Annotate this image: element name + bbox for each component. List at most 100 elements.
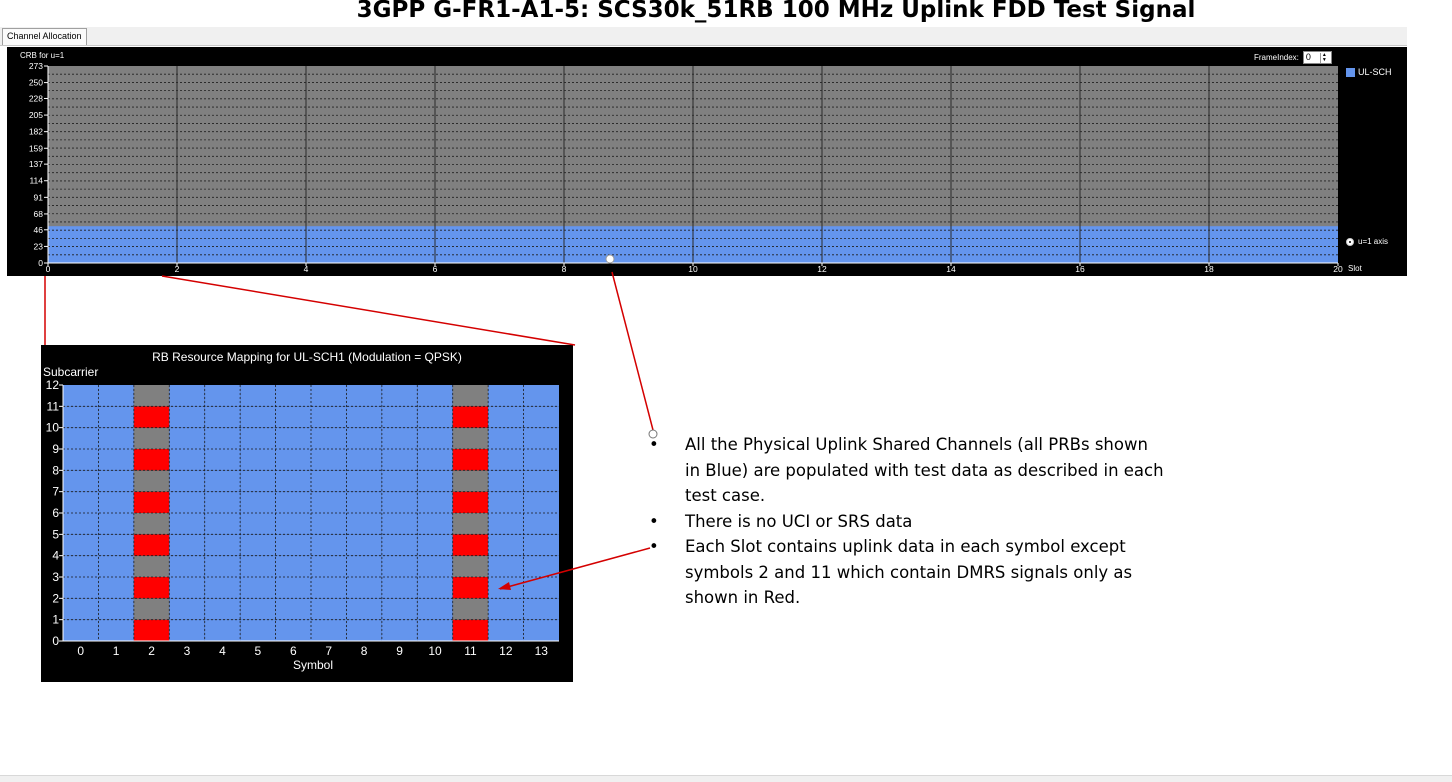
u1-axis-radio[interactable]: u=1 axis bbox=[1346, 237, 1388, 246]
pointer-line-slot bbox=[611, 271, 654, 431]
data-cell bbox=[346, 491, 382, 513]
data-cell bbox=[98, 619, 134, 641]
data-cell bbox=[311, 427, 347, 449]
data-cell bbox=[275, 491, 311, 513]
data-cell bbox=[204, 427, 241, 449]
bottom-scrollbar[interactable] bbox=[0, 775, 1452, 782]
data-cell bbox=[381, 427, 418, 449]
data-cell bbox=[311, 577, 347, 599]
rb-map-title: RB Resource Mapping for UL-SCH1 (Modulat… bbox=[152, 350, 462, 364]
crb-y-tick-label: 228 bbox=[29, 93, 43, 103]
dmrs-cell bbox=[133, 534, 170, 556]
tab-channel-allocation[interactable]: Channel Allocation bbox=[2, 28, 87, 45]
rb-x-tick-label: 3 bbox=[184, 644, 191, 658]
data-cell bbox=[417, 513, 453, 535]
data-cell bbox=[311, 534, 347, 556]
dmrs-cell bbox=[452, 491, 489, 513]
data-cell bbox=[346, 619, 382, 641]
data-cell bbox=[204, 449, 241, 471]
data-cell bbox=[381, 491, 418, 513]
rb-x-tick-label: 2 bbox=[148, 644, 155, 658]
data-cell bbox=[63, 598, 99, 620]
dmrs-cell bbox=[452, 406, 489, 428]
u1-axis-radio-label: u=1 axis bbox=[1358, 237, 1389, 246]
data-cell bbox=[169, 555, 205, 577]
data-cell bbox=[98, 513, 134, 535]
tab-bar: Channel Allocation bbox=[0, 27, 1407, 46]
rb-y-tick-label: 10 bbox=[46, 421, 60, 435]
crb-y-tick-label: 250 bbox=[29, 78, 43, 88]
radio-button-icon[interactable] bbox=[1346, 237, 1354, 246]
data-cell bbox=[523, 449, 559, 471]
data-cell bbox=[204, 491, 241, 513]
frame-index-spinner[interactable]: 0 ▲ ▼ bbox=[1302, 50, 1332, 64]
rb-y-tick-label: 12 bbox=[46, 378, 60, 392]
rb-x-tick-label: 5 bbox=[255, 644, 262, 658]
empty-cell bbox=[133, 598, 170, 620]
data-cell bbox=[240, 427, 276, 449]
crb-x-tick-label: 14 bbox=[946, 264, 956, 274]
data-cell bbox=[311, 385, 347, 407]
spinner-arrows-icon[interactable]: ▲ ▼ bbox=[1319, 52, 1330, 63]
data-cell bbox=[240, 470, 276, 492]
dmrs-cell bbox=[133, 577, 170, 599]
data-cell bbox=[240, 491, 276, 513]
data-cell bbox=[98, 427, 134, 449]
data-cell bbox=[240, 577, 276, 599]
data-cell bbox=[311, 406, 347, 428]
rb-y-tick-label: 3 bbox=[52, 570, 59, 584]
data-cell bbox=[169, 406, 205, 428]
rb-y-tick-label: 4 bbox=[52, 549, 59, 563]
data-cell bbox=[523, 385, 559, 407]
data-cell bbox=[204, 577, 241, 599]
data-cell bbox=[63, 513, 99, 535]
data-cell bbox=[275, 619, 311, 641]
data-cell bbox=[63, 470, 99, 492]
data-cell bbox=[417, 427, 453, 449]
rb-y-tick-label: 9 bbox=[52, 442, 59, 456]
data-cell bbox=[63, 385, 99, 407]
dmrs-cell bbox=[452, 449, 489, 471]
rb-x-tick-label: 8 bbox=[361, 644, 368, 658]
data-cell bbox=[204, 619, 241, 641]
frame-index-label: FrameIndex: bbox=[1254, 52, 1299, 62]
data-cell bbox=[417, 534, 453, 556]
rb-map-x-label: Symbol bbox=[293, 658, 333, 672]
rb-y-tick-label: 0 bbox=[52, 634, 59, 648]
crb-allocation-chart: CRB for u=1 Slot 0 23 46 68 91 114 137 159 182 20… bbox=[7, 47, 1407, 276]
crb-y-tick-label: 114 bbox=[29, 176, 43, 186]
data-cell bbox=[311, 555, 347, 577]
rb-y-tick-label: 2 bbox=[52, 591, 59, 605]
data-cell bbox=[523, 577, 559, 599]
data-cell bbox=[417, 577, 453, 599]
data-cell bbox=[240, 598, 276, 620]
data-cell bbox=[169, 491, 205, 513]
rb-y-tick-label: 6 bbox=[52, 506, 59, 520]
note-item: There is no UCI or SRS data bbox=[645, 509, 1165, 535]
rb-y-tick-label: 5 bbox=[52, 527, 59, 541]
data-cell bbox=[488, 406, 524, 428]
data-cell bbox=[240, 449, 276, 471]
data-cell bbox=[98, 470, 134, 492]
data-cell bbox=[488, 619, 524, 641]
data-cell bbox=[63, 406, 99, 428]
data-cell bbox=[98, 406, 134, 428]
crb-x-tick-label: 10 bbox=[688, 264, 698, 274]
data-cell bbox=[98, 555, 134, 577]
data-cell bbox=[169, 427, 205, 449]
crb-x-axis-unit: Slot bbox=[1348, 264, 1363, 273]
rb-map-y-label: Subcarrier bbox=[43, 365, 98, 379]
empty-cell bbox=[452, 385, 489, 407]
data-cell bbox=[523, 598, 559, 620]
data-cell bbox=[311, 598, 347, 620]
data-cell bbox=[523, 534, 559, 556]
crb-x-tick-label: 20 bbox=[1333, 264, 1343, 274]
data-cell bbox=[275, 577, 311, 599]
dmrs-cell bbox=[452, 577, 489, 599]
rb-map-canvas: RB Resource Mapping for UL-SCH1 (Modulat… bbox=[43, 350, 559, 672]
data-cell bbox=[311, 619, 347, 641]
dmrs-cell bbox=[452, 619, 489, 641]
data-cell bbox=[204, 406, 241, 428]
dmrs-cell bbox=[452, 534, 489, 556]
data-cell bbox=[346, 427, 382, 449]
